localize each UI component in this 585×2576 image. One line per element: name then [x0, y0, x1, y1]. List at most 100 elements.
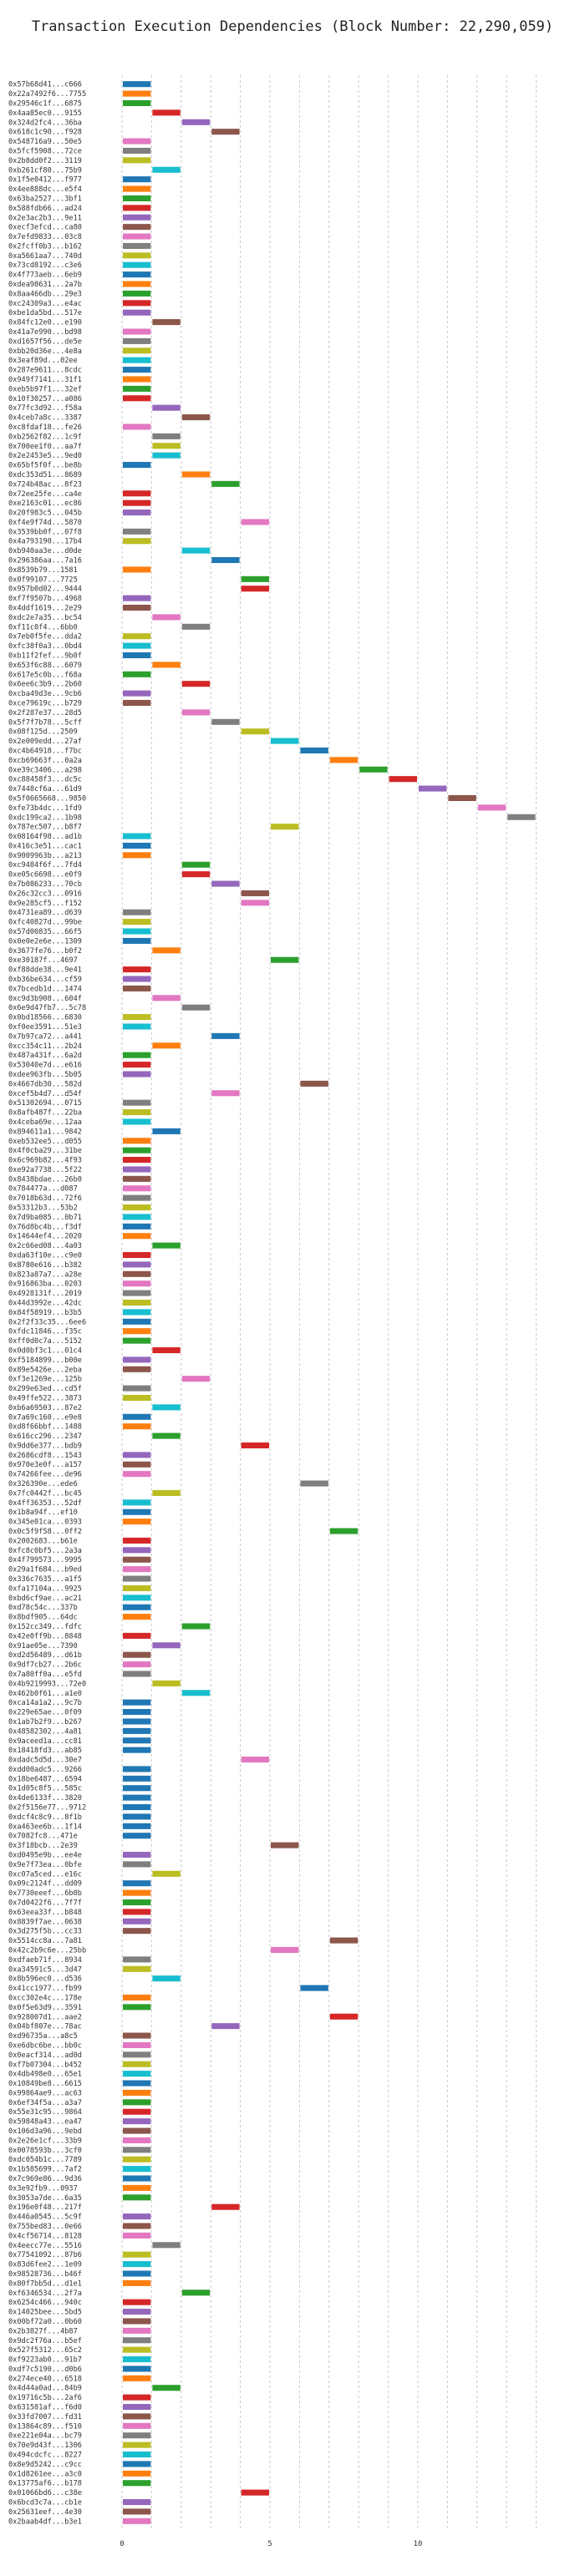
- transaction-bar: [152, 443, 181, 449]
- transaction-bar: [123, 1813, 151, 1820]
- y-tick-label: 0xfc38f0a3...0bd4: [8, 642, 82, 651]
- transaction-bar: [211, 557, 240, 564]
- y-tick-label: 0xa5661aa7...740d: [8, 252, 82, 261]
- y-tick-label: 0x7730eeef...6b0b: [8, 1889, 82, 1898]
- transaction-bar: [123, 337, 151, 344]
- transaction-bar: [123, 1614, 151, 1620]
- y-tick-label: 0x3d275f5b...cc33: [8, 1928, 82, 1936]
- y-tick-label: 0x7c969e86...9d36: [8, 2175, 82, 2183]
- y-tick-label: 0x57b68d41...c666: [8, 81, 82, 89]
- transaction-bar: [123, 2442, 151, 2448]
- transaction-bar: [123, 1965, 151, 1972]
- y-tick-label: 0xe6dbc6be...bb0c: [8, 2041, 82, 2050]
- y-tick-label: 0x9009963b...a213: [8, 852, 82, 860]
- transaction-bar: [152, 1642, 181, 1649]
- transaction-bar: [123, 2366, 151, 2372]
- y-tick-label: 0xcb69663f...0a2a: [8, 757, 82, 765]
- y-tick-label: 0xd8f66bbf...1488: [8, 1423, 82, 1432]
- y-tick-label: 0x4f799573...9995: [8, 1556, 82, 1564]
- y-tick-label: 0x2e3ac2b3...9e11: [8, 214, 82, 222]
- transaction-bar: [123, 2451, 151, 2458]
- y-tick-label: 0xfe73b4dc...1fd9: [8, 804, 82, 813]
- y-tick-label: 0x957b0d02...9444: [8, 586, 82, 594]
- y-tick-label: 0xdf7c5190...d0b6: [8, 2366, 82, 2374]
- transaction-bar: [123, 1519, 151, 1525]
- y-tick-label: 0x9df7cb27...2b6c: [8, 1661, 82, 1670]
- transaction-bar: [152, 1242, 181, 1249]
- y-tick-label: 0x63eea33f...b848: [8, 1909, 82, 1917]
- transaction-bar: [241, 586, 269, 592]
- transaction-bar: [389, 776, 417, 783]
- transaction-bar: [123, 2299, 151, 2305]
- transaction-bar: [271, 956, 299, 963]
- transaction-bar: [123, 2137, 151, 2143]
- y-tick-label: 0x588fdb66...ad24: [8, 205, 82, 213]
- transaction-bar: [123, 1337, 151, 1344]
- transaction-bar: [123, 1290, 151, 1296]
- transaction-bar: [123, 510, 151, 516]
- transaction-bar: [123, 1880, 151, 1887]
- y-tick-label: 0xe2163c01...ec86: [8, 499, 82, 508]
- transaction-bar: [123, 1452, 151, 1458]
- transaction-bar: [123, 538, 151, 545]
- y-tick-label: 0x2686cdf8...1543: [8, 1452, 82, 1460]
- y-tick-label: 0x91ae05e...7390: [8, 1642, 78, 1651]
- transaction-bar: [152, 433, 181, 439]
- y-tick-label: 0xdc353d51...8689: [8, 471, 82, 479]
- y-tick-label: 0xeb532ee5...d055: [8, 1138, 82, 1146]
- y-tick-label: 0xdc054b1c...7789: [8, 2156, 82, 2164]
- transaction-bar: [123, 1727, 151, 1734]
- transaction-bar: [123, 1556, 151, 1563]
- transaction-bar: [123, 224, 151, 231]
- y-tick-label: 0xcc354c11...2b24: [8, 1042, 82, 1051]
- y-tick-label: 0x8438bdae...26b0: [8, 1175, 82, 1184]
- y-tick-label: 0x1b585699...7af2: [8, 2166, 82, 2174]
- transaction-bar: [123, 528, 151, 535]
- transaction-bar: [152, 2385, 181, 2391]
- transaction-bar: [123, 81, 151, 88]
- transaction-bar: [123, 2127, 151, 2134]
- y-tick-label: 0x42e0ff9b...8848: [8, 1632, 82, 1640]
- y-tick-label: 0x41a7e990...bd98: [8, 328, 82, 337]
- y-tick-label: 0x55e31c95...9864: [8, 2108, 82, 2117]
- y-tick-label: 0x20f983c5...045b: [8, 510, 82, 518]
- transaction-bar: [123, 2071, 151, 2077]
- y-tick-label: 0x19716c5b...2af6: [8, 2394, 82, 2402]
- transaction-bar: [123, 1575, 151, 1582]
- transaction-bar: [123, 2108, 151, 2115]
- y-tick-label: 0x3eaf89d...02ee: [8, 357, 78, 365]
- y-tick-label: 0xce79619c...b729: [8, 699, 82, 707]
- y-tick-label: 0x29546c1f...6875: [8, 99, 82, 108]
- y-tick-label: 0xcba49d3e...9cb6: [8, 690, 82, 698]
- transaction-bar: [241, 576, 269, 582]
- y-tick-label: 0x0f99107...7725: [8, 576, 78, 584]
- y-tick-label: 0x7a80ff0a...e5fd: [8, 1671, 82, 1679]
- transaction-bar: [477, 804, 506, 811]
- y-tick-label: 0x345e01ca...0393: [8, 1519, 82, 1527]
- y-tick-label: 0x6bcd3c7a...cb1e: [8, 2499, 82, 2508]
- y-tick-label: 0x4667db30...582d: [8, 1080, 82, 1088]
- transaction-bar: [123, 1423, 151, 1430]
- transaction-bar: [123, 1566, 151, 1573]
- transaction-bar: [123, 176, 151, 183]
- y-tick-label: 0x18be6487...6594: [8, 1775, 82, 1783]
- transaction-bar: [241, 728, 269, 735]
- transaction-bar: [123, 1318, 151, 1325]
- transaction-bar: [123, 2461, 151, 2467]
- y-tick-label: 0x326390e...ede6: [8, 1480, 78, 1488]
- transaction-bar: [329, 1937, 359, 1944]
- y-tick-label: 0xb36be634...cf59: [8, 976, 82, 984]
- transaction-bar: [181, 1623, 211, 1630]
- y-tick-label: 0xf88dde38...9e41: [8, 966, 82, 975]
- y-tick-label: 0xf6346534...2f7a: [8, 2289, 82, 2298]
- transaction-bar: [123, 2147, 151, 2153]
- transaction-bar: [123, 852, 151, 859]
- y-tick-label: 0xf4e9f74d...5870: [8, 519, 82, 527]
- transaction-bar: [123, 1699, 151, 1706]
- transaction-bar: [123, 633, 151, 640]
- transaction-bar: [123, 833, 151, 839]
- y-tick-label: 0xb940aa3e...d0de: [8, 547, 82, 555]
- y-tick-label: 0xd78c54c...337b: [8, 1604, 78, 1612]
- transaction-bar: [123, 1585, 151, 1591]
- y-tick-label: 0x2b3827f...4b87: [8, 2327, 78, 2335]
